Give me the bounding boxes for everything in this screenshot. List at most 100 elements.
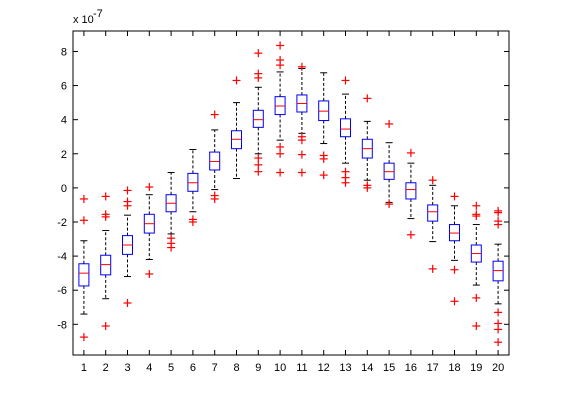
outlier-marker — [363, 94, 372, 103]
outlier-marker — [188, 215, 197, 224]
outlier-marker — [254, 154, 263, 163]
y-tick-label: -4 — [57, 251, 67, 263]
x-tick-label: 2 — [103, 362, 109, 374]
outlier-marker — [341, 76, 350, 85]
outlier-marker — [472, 201, 481, 210]
x-tick-label: 19 — [470, 362, 482, 374]
outlier-marker — [494, 217, 503, 226]
outlier-marker — [450, 192, 459, 201]
outlier-marker — [494, 308, 503, 317]
outlier-marker — [167, 234, 176, 243]
outlier-marker — [472, 322, 481, 331]
box-body — [78, 263, 90, 287]
outlier-marker — [79, 194, 88, 203]
outlier-marker — [276, 149, 285, 158]
x-tick-label: 9 — [255, 362, 261, 374]
outlier-marker — [79, 333, 88, 342]
x-tick-label: 13 — [339, 362, 351, 374]
outlier-marker — [210, 110, 219, 119]
outlier-marker — [297, 168, 306, 177]
outlier-marker — [428, 264, 437, 273]
y-exponent-power: -7 — [93, 8, 103, 20]
y-tick-label: 6 — [61, 81, 67, 93]
outlier-marker — [79, 216, 88, 225]
outlier-marker — [450, 265, 459, 274]
box-5 — [165, 172, 177, 252]
outlier-marker — [297, 132, 306, 141]
box-17 — [427, 176, 439, 273]
outlier-marker — [276, 168, 285, 177]
outlier-marker — [297, 62, 306, 71]
box-11 — [296, 62, 308, 177]
x-tick-label: 18 — [448, 362, 460, 374]
outlier-marker — [494, 319, 503, 328]
box-20 — [492, 206, 504, 347]
outlier-marker — [145, 183, 154, 192]
outlier-marker — [210, 191, 219, 200]
box-body — [427, 204, 439, 222]
outlier-marker — [276, 41, 285, 50]
x-tick-label: 20 — [492, 362, 504, 374]
outlier-marker — [494, 206, 503, 215]
x-tick-label: 15 — [383, 362, 395, 374]
box-1 — [78, 194, 90, 342]
box-19 — [470, 201, 482, 331]
outlier-marker — [254, 167, 263, 176]
outlier-marker — [406, 148, 415, 157]
box-2 — [100, 192, 112, 331]
outlier-marker — [385, 200, 394, 209]
y-tick-label: -8 — [57, 319, 67, 331]
y-tick-label: 8 — [61, 46, 67, 58]
x-tick-label: 16 — [405, 362, 417, 374]
outlier-marker — [123, 197, 132, 206]
y-exponent-base: x 10 — [73, 14, 94, 26]
y-axis: -8 -6 -4 -2 0 2 4 6 8 — [57, 46, 509, 331]
y-tick-label: 4 — [61, 115, 67, 127]
outlier-marker — [123, 186, 132, 195]
box-18 — [449, 192, 460, 306]
outlier-marker — [276, 142, 285, 151]
outlier-marker — [101, 192, 110, 201]
box-3 — [122, 186, 133, 307]
x-tick-label: 12 — [318, 362, 330, 374]
x-tick-label: 1 — [81, 362, 87, 374]
outlier-marker — [101, 210, 110, 219]
y-tick-label: -6 — [57, 285, 67, 297]
x-tick-label: 8 — [233, 362, 239, 374]
outlier-marker — [450, 297, 459, 306]
plot-area — [72, 30, 510, 356]
box-9 — [252, 49, 264, 176]
box-14 — [361, 94, 373, 192]
boxes-layer — [78, 41, 504, 347]
box-6 — [187, 149, 199, 226]
outlier-marker — [276, 55, 285, 64]
outlier-marker — [472, 210, 481, 219]
outlier-marker — [145, 270, 154, 278]
outlier-marker — [406, 230, 415, 239]
box-8 — [231, 76, 242, 180]
x-tick-label: 5 — [168, 362, 174, 374]
box-16 — [405, 148, 417, 239]
x-tick-label: 3 — [124, 362, 130, 374]
outlier-marker — [254, 49, 263, 58]
box-15 — [383, 119, 395, 209]
x-tick-label: 14 — [361, 362, 373, 374]
box-4 — [143, 183, 155, 278]
outlier-marker — [472, 293, 481, 302]
y-tick-label: -2 — [57, 217, 67, 229]
y-tick-label: 2 — [61, 149, 67, 161]
outlier-marker — [123, 298, 132, 307]
x-tick-label: 6 — [190, 362, 196, 374]
box-10 — [274, 41, 286, 177]
outlier-marker — [428, 176, 437, 185]
x-tick-label: 4 — [146, 362, 152, 374]
outlier-marker — [101, 322, 110, 331]
outlier-marker — [319, 171, 328, 180]
outlier-marker — [297, 150, 306, 159]
box-13 — [340, 76, 351, 187]
outlier-marker — [319, 151, 328, 160]
box-body — [340, 118, 351, 138]
box-body — [252, 109, 264, 128]
x-tick-label: 11 — [296, 362, 307, 374]
